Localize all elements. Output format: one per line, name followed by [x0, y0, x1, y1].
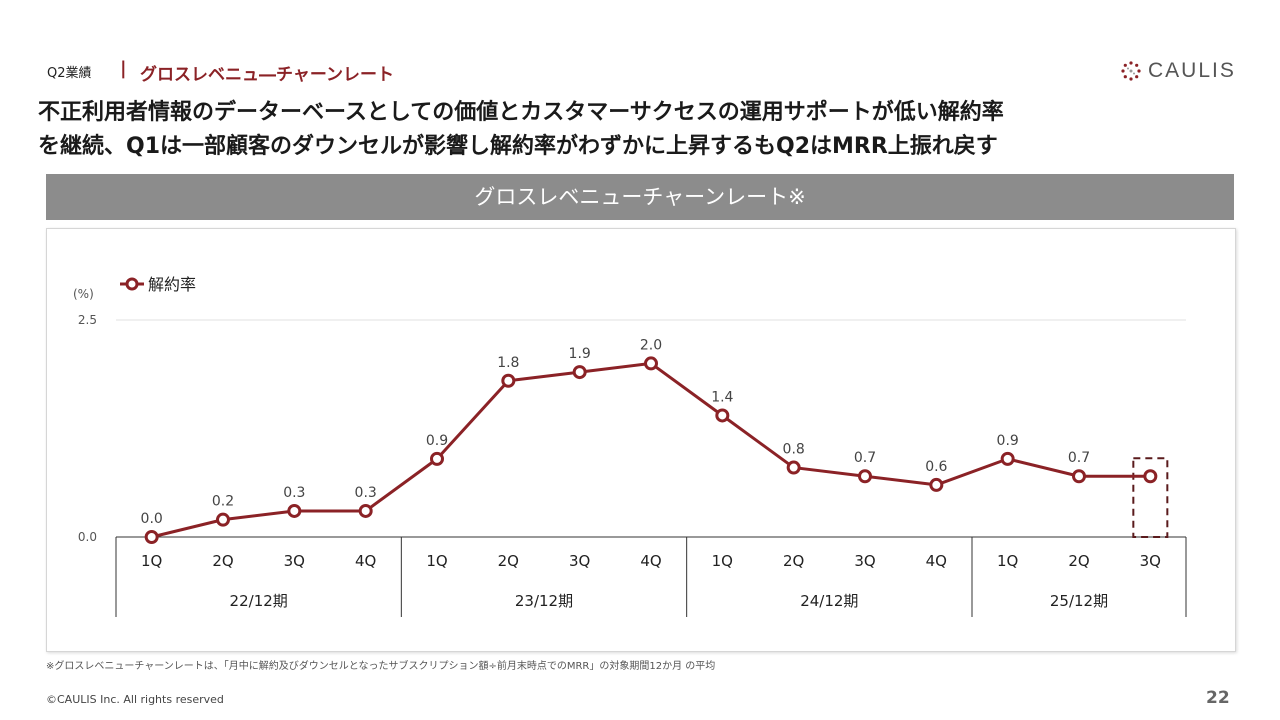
data-label: 0.9	[997, 433, 1019, 449]
x-tick-label: 1Q	[141, 552, 162, 570]
x-tick-label: 2Q	[783, 552, 804, 570]
data-label: 0.2	[212, 494, 234, 510]
data-point	[1143, 469, 1158, 484]
x-tick-label: 3Q	[1140, 552, 1161, 570]
data-point	[715, 408, 730, 423]
headline-line-2: を継続、Q1は一部顧客のダウンセルが影響し解約率がわずかに上昇するもQ2はMRR…	[38, 134, 998, 159]
data-label: 0.9	[426, 433, 448, 449]
x-tick-label: 1Q	[712, 552, 733, 570]
x-tick-label: 2Q	[212, 552, 233, 570]
chart-container: (%) 2.5 0.0 解約率 1Q 2Q 3Q 4Q 1Q 2Q 3Q 4Q 1Q 2Q 3Q 4Q 1Q 2Q…	[46, 228, 1236, 652]
data-label: 1.8	[497, 355, 519, 371]
data-label: 0.7	[1068, 450, 1090, 466]
data-point	[358, 503, 373, 518]
data-label: 0.3	[283, 485, 305, 501]
x-tick-label: 4Q	[926, 552, 947, 570]
data-point	[501, 373, 516, 388]
page-title: グロスレベニュ―チャーンレート	[140, 65, 394, 85]
data-label: 0.0	[141, 511, 163, 527]
x-tick-label: 3Q	[854, 552, 875, 570]
headline-line-1: 不正利用者情報のデーターベースとしての価値とカスタマーサクセスの運用サポートが低…	[38, 100, 1004, 125]
data-point	[572, 365, 587, 380]
y-axis-unit: (%)	[73, 287, 94, 301]
x-tick-label: 3Q	[284, 552, 305, 570]
caulis-logo: CAULIS	[1120, 58, 1236, 84]
data-label: 1.9	[569, 346, 591, 362]
legend-marker	[125, 277, 139, 291]
highlight-box	[1132, 457, 1169, 539]
page-number: 22	[1206, 688, 1230, 708]
x-tick-label: 4Q	[640, 552, 661, 570]
legend-label: 解約率	[148, 275, 196, 294]
data-label: 0.8	[783, 442, 805, 458]
y-tick-label: 0.0	[78, 530, 97, 544]
churn-line-chart: (%) 2.5 0.0 解約率 1Q 2Q 3Q 4Q 1Q 2Q 3Q 4Q 1Q 2Q 3Q 4Q 1Q 2Q…	[73, 275, 1187, 617]
breadcrumb-separator: |	[120, 58, 127, 79]
x-group-label: 22/12期	[230, 592, 288, 610]
data-point	[1072, 469, 1086, 484]
data-point	[216, 512, 230, 527]
y-tick-label: 2.5	[78, 313, 97, 327]
x-tick-label: 1Q	[997, 552, 1018, 570]
section-label: Q2業績	[47, 66, 92, 81]
data-point	[430, 451, 444, 466]
x-tick-label: 2Q	[1068, 552, 1089, 570]
x-tick-label: 2Q	[498, 552, 519, 570]
headline: 不正利用者情報のデーターベースとしての価値とカスタマーサクセスの運用サポートが低…	[38, 96, 1248, 164]
x-tick-label: 4Q	[355, 552, 376, 570]
x-group-label: 24/12期	[800, 592, 858, 610]
series-line	[151, 361, 1151, 539]
data-point	[644, 356, 658, 371]
data-point	[929, 477, 944, 492]
x-tick-label: 1Q	[426, 552, 447, 570]
data-label: 0.3	[355, 485, 377, 501]
data-label: 0.7	[854, 450, 876, 466]
copyright: ©CAULIS Inc. All rights reserved	[46, 693, 224, 706]
data-point	[144, 530, 159, 544]
x-group-label: 23/12期	[515, 592, 573, 610]
data-label: 2.0	[640, 337, 662, 353]
logo-text: CAULIS	[1148, 59, 1236, 82]
data-label: 1.4	[711, 389, 733, 405]
x-group-label: 25/12期	[1050, 592, 1108, 610]
data-point	[287, 503, 302, 518]
logo-mark-icon	[1121, 61, 1141, 81]
data-label: 0.6	[925, 459, 947, 475]
data-point	[786, 460, 801, 475]
footnote: ※グロスレベニューチャーンレートは、「月中に解約及びダウンセルとなったサブスクリ…	[46, 661, 716, 672]
chart-banner: グロスレベニューチャーンレート※	[46, 174, 1234, 220]
data-point	[858, 469, 872, 484]
data-point	[1000, 451, 1015, 466]
x-tick-label: 3Q	[569, 552, 590, 570]
